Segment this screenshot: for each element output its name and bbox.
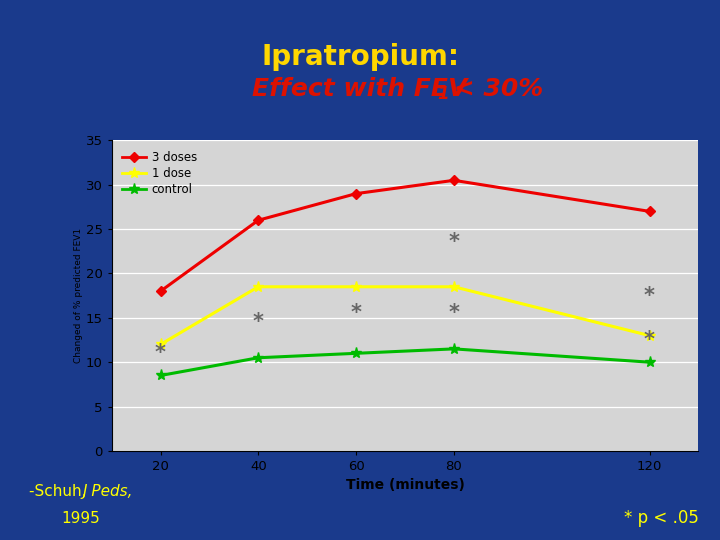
Text: * p < .05: * p < .05	[624, 509, 698, 528]
Text: *: *	[644, 330, 655, 350]
Text: J Peds,: J Peds,	[83, 484, 133, 499]
Text: *: *	[449, 303, 459, 323]
X-axis label: Time (minutes): Time (minutes)	[346, 478, 464, 492]
Text: *: *	[155, 343, 166, 363]
Text: *: *	[644, 286, 655, 306]
Text: < 30%: < 30%	[445, 77, 543, 101]
Y-axis label: Changed of % predicted FEV1: Changed of % predicted FEV1	[73, 228, 83, 363]
Text: Ipratropium:: Ipratropium:	[261, 43, 459, 71]
Text: Effect with FEV: Effect with FEV	[252, 77, 468, 101]
Text: *: *	[253, 312, 264, 332]
Text: 1995: 1995	[61, 511, 100, 526]
Text: *: *	[351, 303, 361, 323]
Text: -Schuh,: -Schuh,	[29, 484, 91, 499]
Text: *: *	[449, 232, 459, 252]
Legend: 3 doses, 1 dose, control: 3 doses, 1 dose, control	[117, 146, 202, 201]
Text: 1: 1	[438, 85, 449, 103]
